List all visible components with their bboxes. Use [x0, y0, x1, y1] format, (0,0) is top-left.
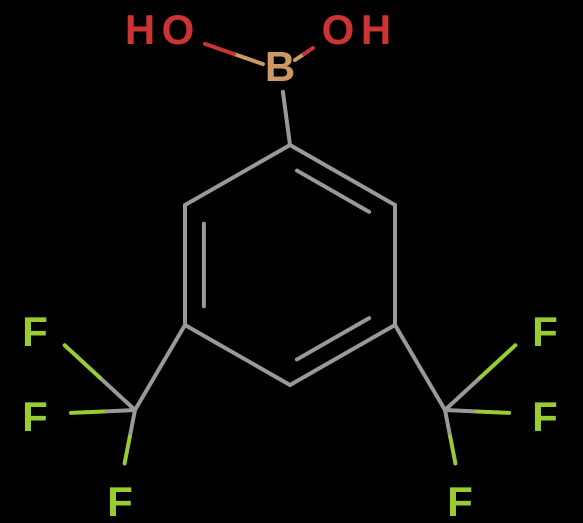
svg-text:O: O: [322, 6, 355, 53]
svg-text:F: F: [532, 308, 558, 355]
svg-text:F: F: [107, 478, 133, 523]
svg-text:F: F: [22, 393, 48, 440]
svg-text:H: H: [125, 6, 155, 53]
svg-text:F: F: [532, 393, 558, 440]
svg-text:F: F: [447, 478, 473, 523]
molecule-diagram: BHOOHFFFFFF: [0, 0, 583, 523]
svg-text:B: B: [265, 43, 295, 90]
svg-text:F: F: [22, 308, 48, 355]
svg-text:O: O: [162, 6, 195, 53]
svg-text:H: H: [361, 6, 391, 53]
